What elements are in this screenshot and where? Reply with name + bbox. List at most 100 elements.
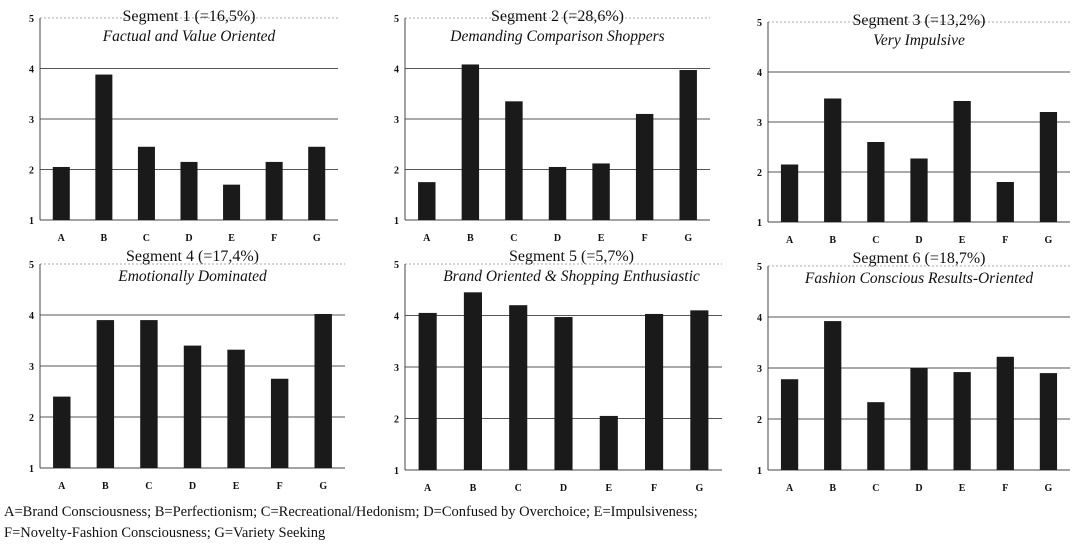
x-tick-label: G (695, 483, 703, 494)
x-tick-label: D (915, 235, 922, 246)
y-tick-label: 5 (394, 260, 399, 271)
x-tick-label: G (684, 233, 692, 244)
bar (509, 305, 528, 470)
x-tick-label: C (510, 233, 517, 244)
x-tick-label: C (145, 481, 152, 492)
y-tick-label: 3 (29, 362, 34, 373)
chart-title: Segment 5 (=5,7%) (509, 248, 634, 265)
bar (599, 415, 618, 470)
legend-caption-line-2: F=Novelty-Fashion Consciousness; G=Varie… (4, 525, 326, 541)
bar (183, 345, 202, 468)
bar (53, 396, 71, 468)
bar (180, 161, 198, 220)
bar (645, 313, 664, 470)
y-tick-label: 5 (29, 260, 34, 271)
chart-title: Segment 4 (=17,4%) (126, 248, 259, 265)
chart-subtitle: Factual and Value Oriented (102, 28, 276, 45)
chart-title: Segment 6 (=18,7%) (853, 250, 986, 267)
bar (265, 161, 283, 220)
x-tick-label: G (1045, 483, 1053, 494)
x-tick-label: D (915, 483, 922, 494)
chart-title: Segment 3 (=13,2%) (853, 12, 986, 29)
y-tick-label: 5 (29, 14, 34, 25)
chart-title: Segment 2 (=28,6%) (491, 8, 624, 25)
y-tick-label: 4 (757, 68, 762, 79)
bar (554, 317, 573, 470)
bar (824, 98, 842, 222)
bar (140, 320, 158, 468)
chart-title: Segment 1 (=16,5%) (123, 8, 256, 25)
y-tick-label: 1 (394, 466, 399, 477)
bar (505, 101, 523, 220)
chart-subtitle: Fashion Conscious Results-Oriented (804, 270, 1033, 287)
x-tick-label: E (605, 483, 612, 494)
y-tick-label: 3 (394, 115, 399, 126)
x-tick-label: A (424, 483, 432, 494)
bar (463, 292, 482, 470)
x-tick-label: C (515, 483, 522, 494)
bar (690, 310, 709, 470)
bar (780, 164, 799, 222)
bar (867, 142, 885, 222)
chart-subtitle: Very Impulsive (873, 32, 965, 49)
x-tick-label: D (185, 233, 192, 244)
bar (548, 166, 567, 220)
x-tick-label: C (872, 483, 879, 494)
x-tick-label: B (102, 481, 109, 492)
bar (910, 368, 928, 470)
bar (223, 184, 241, 220)
bar (270, 378, 289, 468)
bar (137, 146, 155, 220)
y-tick-label: 2 (757, 415, 762, 426)
y-tick-label: 3 (757, 118, 762, 129)
y-tick-label: 4 (29, 311, 34, 322)
segment-chart-4: 1 2 3 4 5 A B C D E F G Segment 4 (=17,4%) Emotionall… (29, 248, 345, 492)
y-tick-label: 4 (757, 313, 762, 324)
legend-caption-line-1: A=Brand Consciousness; B=Perfectionism; … (4, 504, 698, 520)
bar (227, 349, 245, 468)
segment-chart-2: 1 2 3 4 5 A B C D E F G Segment 2 (=28,6%) Demanding … (394, 8, 710, 244)
y-tick-label: 1 (757, 466, 762, 477)
y-tick-label: 4 (29, 65, 34, 76)
x-tick-label: G (313, 233, 321, 244)
bar (780, 379, 799, 470)
segment-chart-3: 1 2 3 4 5 A B C D E F G Segment 3 (=13,2%) Very Impul… (757, 12, 1070, 246)
y-tick-label: 1 (757, 218, 762, 229)
x-tick-label: A (423, 233, 431, 244)
x-tick-label: F (651, 483, 657, 494)
bar (996, 182, 1014, 222)
x-tick-label: F (642, 233, 648, 244)
y-tick-label: 5 (757, 262, 762, 273)
x-tick-label: G (319, 481, 327, 492)
x-tick-label: A (786, 235, 794, 246)
y-tick-label: 2 (757, 168, 762, 179)
bar (953, 372, 971, 470)
bar (96, 320, 115, 468)
x-tick-label: B (101, 233, 108, 244)
x-tick-label: F (1002, 483, 1008, 494)
bar (635, 113, 654, 220)
segment-chart-5: 1 2 3 4 5 A B C D E F G Segment 5 (=5,7%) Brand Orien… (394, 248, 722, 494)
bar (996, 356, 1014, 470)
x-tick-label: F (271, 233, 277, 244)
segment-charts-figure: 1 2 3 4 5 A B C D E F G Segment 1 (=16,5%) Factual an… (29, 8, 1070, 494)
y-tick-label: 4 (394, 65, 399, 76)
bar (910, 158, 928, 222)
bar (314, 313, 332, 468)
y-tick-label: 5 (394, 14, 399, 25)
y-tick-label: 5 (757, 18, 762, 29)
y-tick-label: 1 (29, 464, 34, 475)
x-tick-label: E (233, 481, 240, 492)
segment-chart-6: 1 2 3 4 5 A B C D E F G Segment 6 (=18,7%) Fashion Co… (757, 250, 1070, 494)
y-tick-label: 1 (29, 216, 34, 227)
y-tick-label: 1 (394, 216, 399, 227)
x-tick-label: D (554, 233, 561, 244)
x-tick-label: B (829, 483, 836, 494)
chart-subtitle: Brand Oriented & Shopping Enthusiastic (443, 268, 700, 285)
y-tick-label: 2 (394, 166, 399, 177)
x-tick-label: B (470, 483, 477, 494)
x-tick-label: C (143, 233, 150, 244)
bar (461, 64, 480, 221)
bar (867, 402, 885, 470)
y-tick-label: 2 (29, 166, 34, 177)
